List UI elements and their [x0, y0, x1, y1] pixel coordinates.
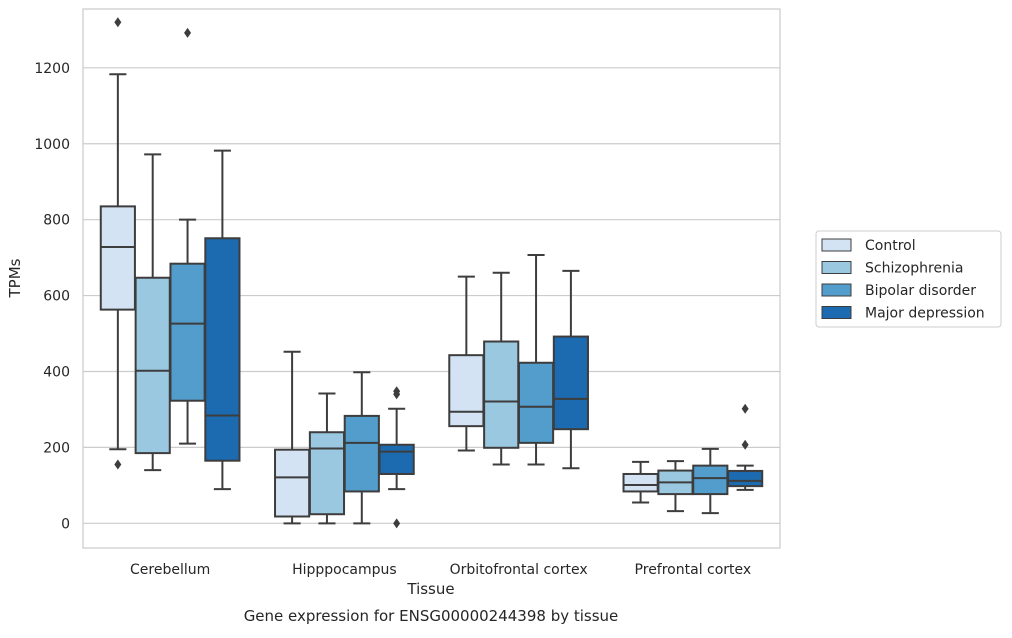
- box: [727, 469, 764, 488]
- box-group: [169, 27, 206, 445]
- outlier-point: [184, 27, 192, 38]
- box: [552, 335, 589, 431]
- box-group: [204, 149, 241, 491]
- y-tick-label: 600: [43, 289, 70, 305]
- x-tick-label: Prefrontal cortex: [635, 562, 752, 578]
- box-group: [308, 392, 346, 525]
- chart-caption: Gene expression for ENSG00000244398 by t…: [244, 607, 619, 625]
- box: [448, 354, 485, 428]
- outlier-point: [393, 386, 401, 397]
- box: [204, 237, 241, 462]
- x-tick-label: Orbitofrontal cortex: [450, 562, 588, 578]
- box-group: [517, 253, 555, 466]
- x-tick-labels: Cerebellum Hipppocampus Orbitofrontal cort…: [130, 562, 751, 578]
- y-tick-label: 800: [43, 213, 70, 229]
- outlier-point: [741, 439, 749, 450]
- outlier-point: [393, 518, 401, 529]
- box-group: [448, 275, 485, 452]
- box: [622, 472, 659, 493]
- y-tick-label: 200: [43, 440, 70, 456]
- outlier-point: [114, 17, 122, 28]
- y-tick-label: 1200: [34, 61, 70, 77]
- box-group: [552, 269, 589, 470]
- y-tick-label: 1000: [34, 137, 70, 153]
- legend-label: Major depression: [865, 306, 985, 322]
- box: [517, 361, 555, 444]
- box: [308, 431, 346, 516]
- outlier-point: [114, 459, 122, 470]
- x-axis-label: Tissue: [406, 580, 454, 598]
- box-group: [343, 371, 380, 525]
- x-tick-label: Hipppocampus: [292, 562, 397, 578]
- x-tick-label: Cerebellum: [130, 562, 210, 578]
- legend-label: Schizophrenia: [865, 261, 963, 277]
- y-tick-label: 0: [61, 516, 70, 532]
- legend: Control Schizophrenia Bipolar disorder Majo…: [815, 230, 1002, 328]
- y-tick-label: 400: [43, 364, 70, 380]
- y-axis-label: TPMs: [6, 258, 24, 298]
- box: [274, 448, 311, 518]
- legend-label: Bipolar disorder: [865, 283, 976, 299]
- box-group: [378, 386, 415, 529]
- legend-swatch: [821, 306, 852, 319]
- box: [483, 340, 520, 449]
- box-group: [134, 153, 171, 472]
- box-group: [99, 17, 136, 470]
- outlier-point: [741, 403, 749, 414]
- legend-frame: [815, 230, 1002, 328]
- box: [343, 414, 380, 493]
- legend-label: Control: [865, 238, 916, 254]
- legend-swatch: [821, 238, 852, 252]
- box-series-layer: [99, 17, 764, 529]
- legend-swatch: [821, 283, 852, 297]
- y-tick-labels: 0 200 400 600 800 1000 1200: [34, 61, 70, 532]
- box: [134, 276, 171, 455]
- box: [378, 443, 415, 475]
- box: [99, 205, 136, 311]
- box-group: [483, 271, 520, 466]
- box-group: [727, 403, 764, 491]
- legend-swatch: [821, 261, 852, 274]
- box: [692, 464, 729, 496]
- box: [169, 262, 206, 402]
- plot-frame: [82, 8, 781, 549]
